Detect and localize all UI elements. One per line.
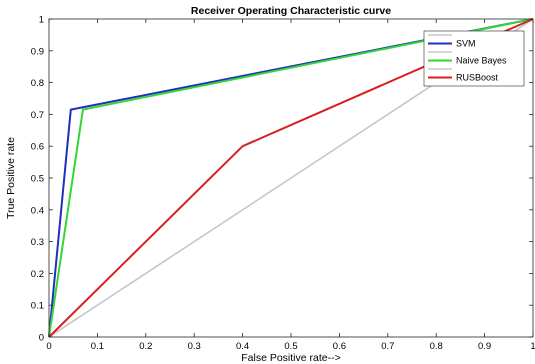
y-tick-label: 0.3 bbox=[31, 237, 44, 248]
x-tick-label: 1 bbox=[530, 341, 535, 352]
y-tick-label: 0 bbox=[39, 333, 44, 344]
x-axis-label: False Positive rate--> bbox=[241, 352, 341, 364]
x-tick-label: 0.1 bbox=[91, 341, 104, 352]
legend-label: Naive Bayes bbox=[456, 56, 507, 66]
y-tick-label: 0.8 bbox=[31, 78, 44, 89]
chart-title: Receiver Operating Characteristic curve bbox=[191, 5, 391, 17]
y-tick-label: 0.9 bbox=[31, 46, 44, 57]
y-tick-label: 0.1 bbox=[31, 301, 44, 312]
y-tick-label: 1 bbox=[39, 15, 44, 26]
x-tick-label: 0.3 bbox=[188, 341, 201, 352]
x-tick-label: 0.9 bbox=[478, 341, 491, 352]
x-tick-label: 0.6 bbox=[333, 341, 346, 352]
y-tick-label: 0.5 bbox=[31, 174, 44, 185]
legend-label: SVM bbox=[456, 39, 476, 49]
legend-label: RUSBoost bbox=[456, 73, 499, 83]
x-tick-label: 0.5 bbox=[284, 341, 297, 352]
x-tick-label: 0 bbox=[46, 341, 51, 352]
y-axis-ticks: 0 0.1 0.2 0.3 0.4 0.5 0.6 0.7 0.8 0.9 1 bbox=[31, 15, 533, 344]
legend: SVM Naive Bayes RUSBoost bbox=[423, 30, 525, 87]
y-tick-label: 0.4 bbox=[31, 205, 44, 216]
x-tick-label: 0.8 bbox=[430, 341, 443, 352]
y-tick-label: 0.2 bbox=[31, 269, 44, 280]
y-tick-label: 0.6 bbox=[31, 142, 44, 153]
y-tick-label: 0.7 bbox=[31, 110, 44, 121]
x-axis-ticks: 0 0.1 0.2 0.3 0.4 0.5 0.6 0.7 0.8 0.9 1 bbox=[46, 19, 535, 352]
series-line-naive-bayes bbox=[48, 18, 534, 338]
y-axis-label: True Positive rate bbox=[5, 137, 17, 219]
x-tick-label: 0.7 bbox=[381, 341, 394, 352]
x-tick-label: 0.2 bbox=[139, 341, 152, 352]
x-tick-label: 0.4 bbox=[236, 341, 249, 352]
